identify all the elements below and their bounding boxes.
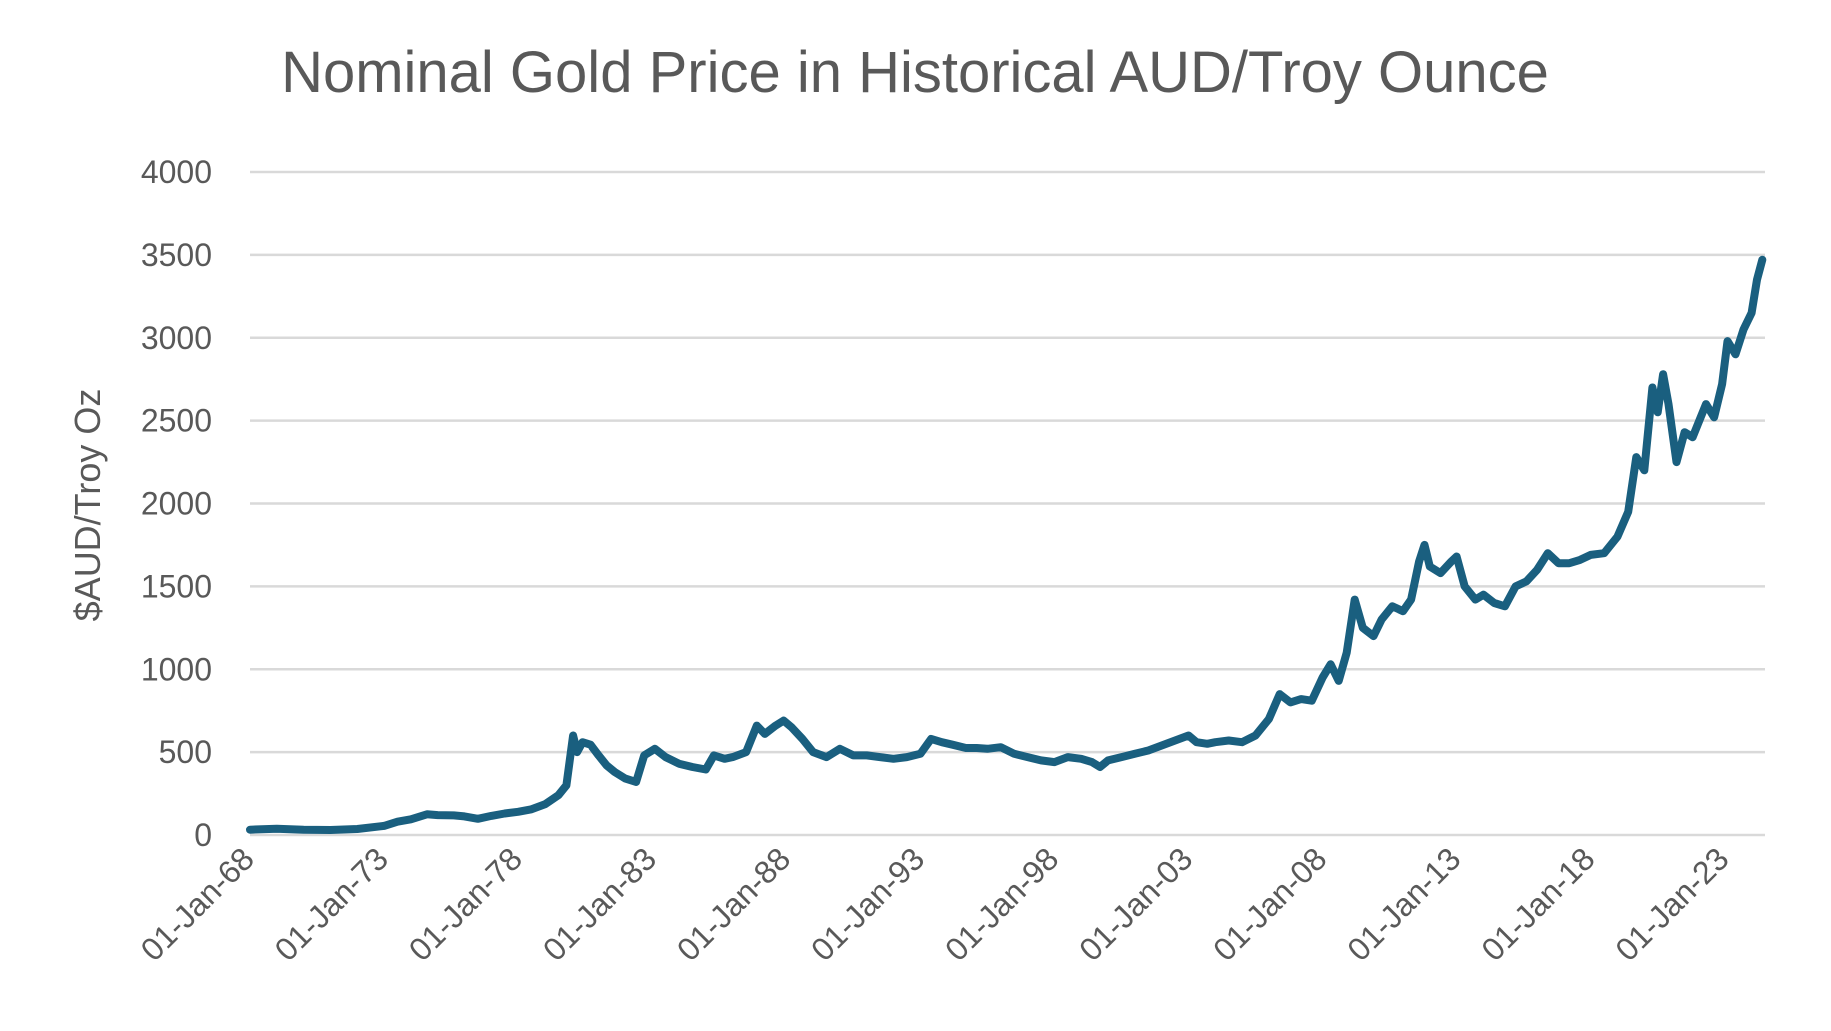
y-tick-label: 2000: [141, 486, 212, 522]
y-tick-label: 500: [159, 734, 212, 770]
x-tick-label: 01-Jan-93: [804, 840, 931, 967]
y-tick-label: 1000: [141, 651, 212, 687]
gold-price-line: [246, 255, 1767, 834]
y-axis-label: $AUD/Troy Oz: [67, 389, 108, 622]
x-tick-label: 01-Jan-23: [1608, 840, 1735, 967]
y-tick-label: 0: [194, 817, 212, 853]
y-tick-label: 3000: [141, 320, 212, 356]
y-tick-label: 1500: [141, 568, 212, 604]
x-tick-label: 01-Jan-88: [670, 840, 797, 967]
y-axis-ticks: 0 500 1000 1500 2000 2500 3000 3500 4000: [141, 154, 212, 853]
x-tick-label: 01-Jan-83: [536, 840, 663, 967]
x-axis-ticks: 01-Jan-68 01-Jan-73 01-Jan-78 01-Jan-83 01-J…: [134, 840, 1736, 967]
x-tick-label: 01-Jan-98: [938, 840, 1065, 967]
x-tick-label: 01-Jan-03: [1072, 840, 1199, 967]
y-tick-label: 4000: [141, 154, 212, 190]
x-tick-label: 01-Jan-08: [1206, 840, 1333, 967]
gridlines: [250, 170, 1765, 837]
y-tick-label: 2500: [141, 403, 212, 439]
chart-title: Nominal Gold Price in Historical AUD/Tro…: [281, 40, 1549, 105]
x-tick-label: 01-Jan-18: [1474, 840, 1601, 967]
y-tick-label: 3500: [141, 237, 212, 273]
x-tick-label: 01-Jan-73: [268, 840, 395, 967]
x-tick-label: 01-Jan-68: [134, 840, 261, 967]
x-tick-label: 01-Jan-13: [1340, 840, 1467, 967]
x-tick-label: 01-Jan-78: [402, 840, 529, 967]
